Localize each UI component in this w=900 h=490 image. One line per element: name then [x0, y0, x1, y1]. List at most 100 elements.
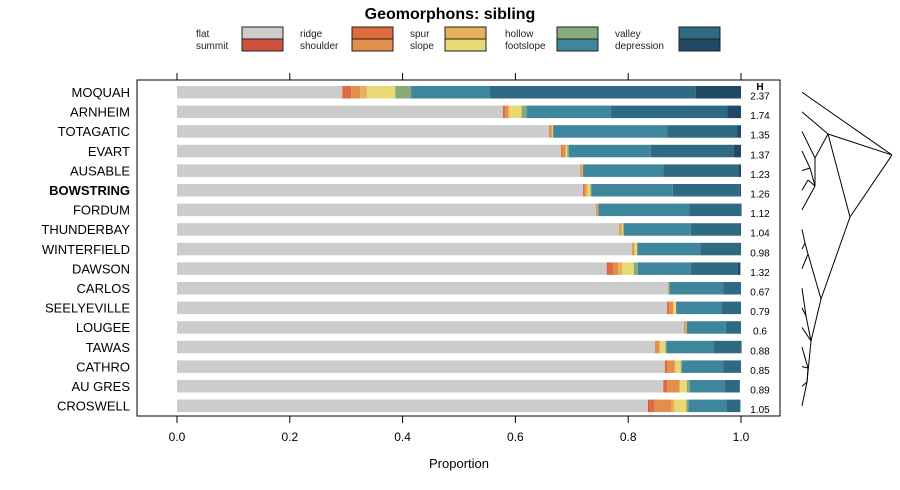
bar-segment-flat	[177, 242, 633, 256]
h-value: 1.23	[750, 170, 770, 181]
bar-segment-spur	[674, 360, 676, 373]
h-value: 0.85	[750, 366, 770, 377]
bar-segment-shoulder	[668, 282, 670, 295]
dendrogram-branch	[801, 307, 807, 317]
row-label: SEELYEVILLE	[45, 301, 130, 316]
bar-segment-flat	[177, 282, 669, 295]
bar-segment-slope	[566, 144, 568, 158]
dendrogram-branch	[806, 340, 812, 383]
bar-segment-hollow	[686, 380, 690, 393]
bar-segment-depression	[740, 242, 741, 256]
bar-segment-flat	[177, 301, 668, 315]
bar-segment-ridge	[342, 86, 352, 99]
h-values: H 2.37 1.74 1.35 1.37 1.23 1.26 1.12 1.04 0.98 1.…	[750, 82, 770, 416]
legend-label-valley: valley	[615, 29, 641, 40]
bar-segment-slope	[621, 223, 624, 236]
x-tick-label: 0.6	[507, 430, 524, 444]
bar-segment-hollow	[623, 223, 624, 236]
bar-segment-footslope	[623, 223, 691, 236]
dendrogram-branch	[801, 150, 811, 169]
bar-segment-slope	[674, 399, 687, 413]
x-tick-label: 1.0	[733, 430, 750, 444]
bar-segment-shoulder	[667, 380, 679, 393]
legend-swatch-footslope	[556, 38, 599, 52]
bar-segment-hollow	[633, 262, 638, 275]
bar-segment-footslope	[686, 321, 726, 334]
legend-label-spur: spur	[410, 29, 430, 40]
bar-segment-valley	[610, 105, 728, 119]
row-label: TAWAS	[86, 340, 131, 355]
bar-segment-spur	[551, 125, 553, 138]
x-tick-label: 0.4	[394, 430, 411, 444]
bar-segment-hollow	[395, 86, 412, 99]
dendrogram-branch	[805, 315, 812, 342]
bar-segment-depression	[740, 223, 741, 236]
h-value: 0.79	[750, 307, 770, 318]
bar-segment-spur	[581, 164, 584, 177]
dendrogram-branch	[801, 346, 809, 369]
row-label: AU GRES	[71, 379, 130, 394]
bar-segment-footslope	[591, 184, 673, 197]
row-label: DAWSON	[72, 261, 130, 276]
bar-segment-shoulder	[351, 86, 361, 99]
bar-segment-footslope	[688, 399, 727, 413]
bar-segment-valley	[667, 125, 738, 138]
h-value: 1.37	[750, 150, 770, 161]
bar-segment-depression	[739, 184, 741, 197]
x-axis: 0.0 0.2 0.4 0.6 0.8 1.0	[169, 73, 750, 444]
bar-segment-ridge	[549, 125, 551, 138]
bar-segment-footslope	[526, 105, 611, 119]
bar-segment-shoulder	[656, 340, 660, 354]
bar-segment-footslope	[637, 242, 701, 256]
dendrogram-branch	[849, 154, 893, 218]
dendrogram-branch	[801, 253, 809, 269]
bar-segment-valley	[690, 262, 738, 275]
bar-segment-slope	[675, 360, 681, 373]
dendrogram-branch	[801, 91, 893, 156]
bar-segment-spur	[685, 321, 687, 334]
bar-segment-shoulder	[669, 301, 674, 315]
bar-segment-flat	[177, 125, 550, 138]
dendrogram-branch	[801, 366, 809, 369]
bar-segment-depression	[741, 340, 742, 354]
bar-segment-ridge	[655, 340, 657, 354]
bar-segment-valley	[700, 242, 741, 256]
bar-segment-spur	[678, 380, 681, 393]
bar-segment-valley	[490, 86, 696, 99]
bar-segment-ridge	[667, 301, 670, 315]
legend-swatch-depression	[678, 38, 721, 52]
bar-segment-depression	[733, 144, 741, 158]
bar-segment-depression	[741, 203, 742, 217]
bar-segment-spur	[360, 86, 368, 99]
bar-segment-flat	[177, 399, 648, 413]
bar-segment-footslope	[637, 262, 691, 275]
bar-segment-summit	[647, 399, 650, 413]
bar-segment-hollow	[590, 184, 592, 197]
dendrogram-branch	[801, 288, 807, 317]
bar-segment-shoulder	[684, 321, 686, 334]
bar-segment-footslope	[598, 203, 690, 217]
dendrogram-branch	[820, 216, 851, 300]
bar-segment-valley	[663, 164, 739, 177]
bar-segment-slope	[673, 301, 677, 315]
bar-segment-slope	[621, 262, 634, 275]
bar-segment-spur	[618, 262, 622, 275]
bar-segment-ridge	[561, 144, 563, 158]
h-value: 1.35	[750, 131, 770, 142]
bar-segment-footslope	[568, 144, 651, 158]
bar-segment-hollow	[680, 360, 682, 373]
bar-segment-slope	[367, 86, 396, 99]
bar-segment-spur	[597, 203, 599, 217]
dendrogram-branch	[801, 381, 808, 387]
dendrogram-branch	[807, 179, 816, 187]
h-value: 1.05	[750, 405, 770, 416]
dendrogram-branch	[801, 131, 816, 159]
bar-segment-ridge	[502, 105, 506, 119]
bar-segment-slope	[587, 184, 591, 197]
legend-swatch-flat	[241, 26, 284, 40]
row-label: WINTERFIELD	[42, 242, 130, 257]
x-axis-label: Proportion	[429, 456, 489, 471]
bar-segment-depression	[737, 125, 741, 138]
bar-segment-shoulder	[550, 125, 552, 138]
bar-segment-slope	[680, 380, 687, 393]
